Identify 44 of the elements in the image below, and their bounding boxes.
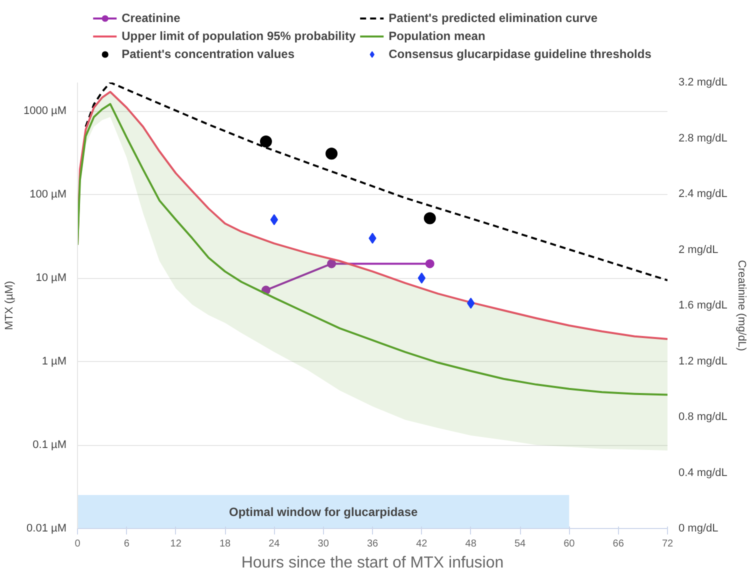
y2-tick-label: 1.2 mg/dL	[678, 355, 728, 368]
x-tick-label: 18	[219, 538, 231, 550]
y2-tick-label: 3.2 mg/dL	[678, 76, 728, 88]
line-series	[78, 90, 668, 340]
x-tick-label: 24	[268, 538, 280, 550]
point	[424, 212, 436, 224]
point	[326, 148, 338, 160]
x-tick-label: 60	[564, 538, 576, 550]
y2-tick-label: 2.4 mg/dL	[678, 188, 728, 200]
x-axis-title: Hours since the start of MTX infusion	[241, 554, 504, 572]
legend-label: Patient's predicted elimination curve	[388, 11, 598, 25]
x-tick-label: 0	[74, 538, 81, 550]
legend-label: Upper limit of population 95% probability	[122, 29, 356, 43]
line-series	[84, 82, 668, 282]
legend-label: Consensus glucarpidase guideline thresholds	[388, 47, 652, 61]
y2-tick-label: 0 mg/dL	[678, 522, 718, 534]
band-label: Optimal window for glucarpidase	[228, 504, 418, 519]
y-tick-label: 0.1 µM	[32, 439, 67, 452]
legend-label: Population mean	[388, 29, 486, 43]
x-tick-label: 30	[318, 538, 330, 550]
y-tick-label: 0.01 µM	[26, 522, 66, 534]
y-tick-label: 1000 µM	[23, 105, 67, 118]
y2-axis-title: Creatinine (mg/dL)	[735, 260, 748, 352]
x-tick-label: 12	[170, 538, 182, 550]
y2-tick-label: 0.4 mg/dL	[678, 466, 728, 479]
legend-label: Patient's concentration values	[122, 47, 295, 61]
x-tick-label: 66	[612, 538, 624, 550]
y-tick-label: 1 µM	[42, 356, 67, 368]
x-tick-label: 48	[465, 538, 477, 550]
y2-tick-label: 0.8 mg/dL	[678, 411, 728, 423]
y-tick-label: 10 µM	[36, 272, 67, 284]
x-tick-label: 72	[662, 538, 674, 550]
y2-tick-label: 2.8 mg/dL	[678, 132, 728, 144]
y2-tick-label: 1.6 mg/dL	[678, 300, 728, 312]
legend-label: Creatinine	[122, 11, 180, 25]
y-axis-title: MTX (µM)	[3, 280, 16, 330]
line-series	[78, 103, 668, 396]
x-tick-label: 42	[416, 538, 428, 550]
point	[260, 136, 272, 148]
x-tick-label: 54	[514, 538, 526, 550]
x-tick-label: 36	[366, 538, 378, 550]
y2-tick-label: 2 mg/dL	[678, 244, 718, 256]
y-tick-label: 100 µM	[30, 188, 67, 201]
x-tick-label: 6	[124, 538, 130, 550]
